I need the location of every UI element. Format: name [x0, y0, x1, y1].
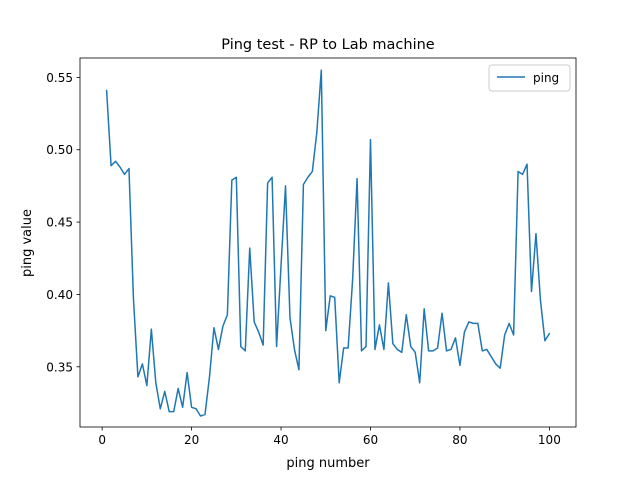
x-tick-label: 60	[363, 433, 378, 447]
y-tick-label: 0.40	[46, 288, 73, 302]
x-tick-label: 40	[273, 433, 288, 447]
plot-area: 0 20 40 60 80 100 0.35 0.40 0.45 0.50 0.55 ping	[46, 57, 577, 447]
x-tick-label: 80	[452, 433, 467, 447]
y-tick-label: 0.45	[46, 216, 73, 230]
y-tick-label: 0.35	[46, 360, 73, 374]
y-axis-label: ping value	[20, 209, 35, 277]
y-tick-label: 0.50	[46, 143, 73, 157]
legend-label-ping: ping	[533, 71, 559, 85]
chart-title: Ping test - RP to Lab machine	[221, 37, 435, 53]
x-tick-label: 0	[98, 433, 106, 447]
x-tick-label: 20	[184, 433, 199, 447]
y-tick-label: 0.55	[46, 71, 73, 85]
series-line-ping	[105, 69, 551, 417]
legend-box	[488, 64, 571, 92]
x-axis-label: ping number	[286, 456, 370, 471]
x-tick-label: 100	[538, 433, 561, 447]
axes-frame	[79, 57, 577, 428]
